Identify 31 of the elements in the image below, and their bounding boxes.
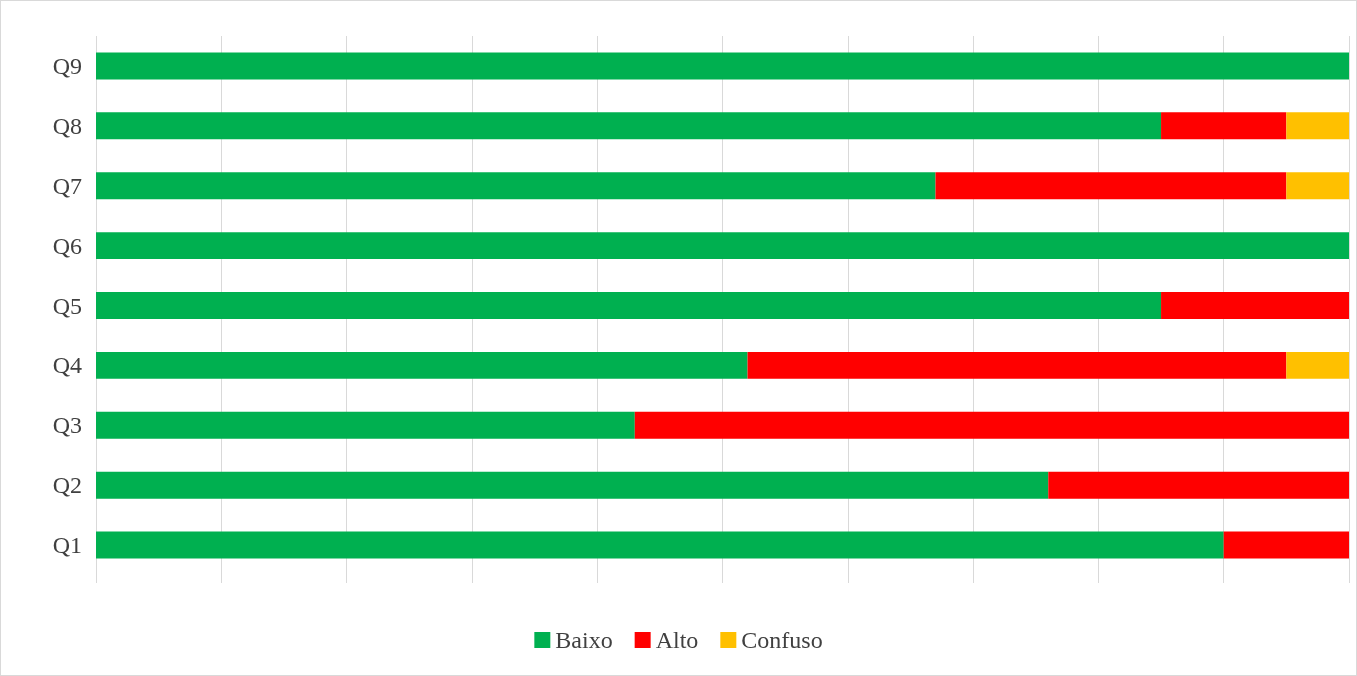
- y-tick-label: Q7: [52, 172, 82, 199]
- bar: [1048, 471, 1349, 499]
- bar: [96, 351, 748, 379]
- y-tick-label: Q9: [52, 52, 82, 79]
- legend-label: Alto: [655, 627, 699, 653]
- bar: [96, 531, 1224, 559]
- y-tick-label: Q5: [52, 292, 82, 319]
- bar: [96, 411, 635, 439]
- y-tick-label: Q4: [52, 352, 82, 379]
- bar: [1286, 351, 1349, 379]
- bar: [96, 292, 1162, 319]
- bar: [1286, 172, 1349, 200]
- bar: [96, 471, 1049, 499]
- bar: [1223, 531, 1349, 559]
- legend-label: Confuso: [741, 627, 823, 653]
- bar: [96, 172, 936, 200]
- legend-label: Baixo: [555, 627, 613, 653]
- y-tick-label: Q1: [52, 532, 82, 559]
- y-tick-label: Q6: [52, 232, 82, 259]
- bar: [96, 232, 1349, 260]
- bar: [1161, 292, 1349, 319]
- y-tick-label: Q2: [52, 472, 82, 499]
- y-tick-label: Q8: [52, 112, 82, 139]
- bar: [96, 112, 1162, 140]
- bar: [96, 52, 1349, 80]
- y-tick-label: Q3: [52, 412, 82, 439]
- bar: [935, 172, 1287, 200]
- bar: [1161, 112, 1287, 140]
- bar: [747, 351, 1287, 379]
- bar: [634, 411, 1349, 439]
- bar: [1286, 112, 1349, 140]
